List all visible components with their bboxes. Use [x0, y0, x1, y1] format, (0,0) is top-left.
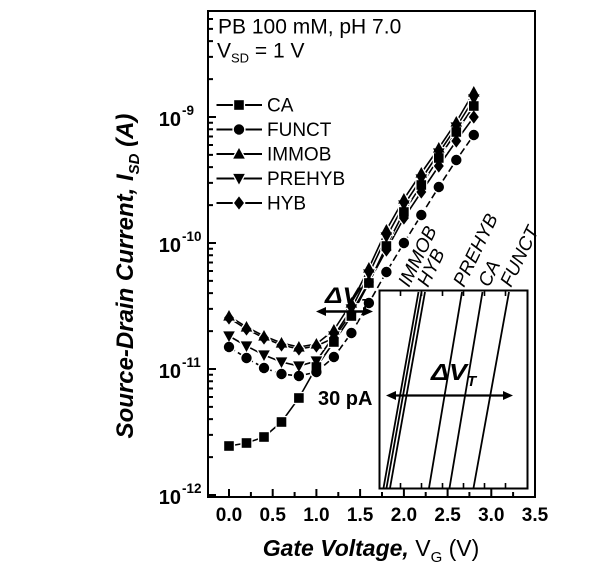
svg-text:-9: -9 — [182, 103, 194, 118]
svg-text:0.5: 0.5 — [259, 505, 286, 526]
svg-text:10: 10 — [159, 487, 181, 509]
svg-text:HYB: HYB — [267, 194, 306, 215]
svg-text:2.0: 2.0 — [391, 505, 417, 526]
svg-text:PB 100 mM, pH 7.0: PB 100 mM, pH 7.0 — [218, 16, 401, 39]
svg-text:10: 10 — [159, 235, 181, 257]
svg-text:ΔV: ΔV — [324, 283, 362, 308]
svg-text:3.0: 3.0 — [478, 505, 504, 526]
svg-text:CA: CA — [267, 96, 294, 117]
svg-text:-12: -12 — [182, 481, 202, 496]
svg-text:-11: -11 — [182, 355, 201, 370]
svg-text:IMMOB: IMMOB — [267, 145, 331, 166]
svg-text:3.5: 3.5 — [522, 505, 549, 526]
svg-text:PREHYB: PREHYB — [267, 169, 345, 190]
svg-text:30 pA: 30 pA — [318, 388, 372, 410]
svg-text:FUNCT: FUNCT — [267, 120, 332, 141]
svg-text:T: T — [467, 373, 478, 390]
svg-text:1.0: 1.0 — [303, 505, 329, 526]
svg-text:1.5: 1.5 — [347, 505, 374, 526]
svg-text:ΔV: ΔV — [430, 359, 469, 385]
svg-text:T: T — [361, 296, 372, 313]
svg-text:10: 10 — [159, 109, 181, 131]
svg-text:2.5: 2.5 — [434, 505, 461, 526]
svg-text:10: 10 — [159, 361, 181, 383]
svg-text:-10: -10 — [182, 229, 202, 244]
svg-text:0.0: 0.0 — [216, 505, 242, 526]
svg-text:VSD = 1 V: VSD = 1 V — [217, 40, 305, 66]
svg-text:Gate Voltage, VG (V): Gate Voltage, VG (V) — [263, 535, 480, 566]
